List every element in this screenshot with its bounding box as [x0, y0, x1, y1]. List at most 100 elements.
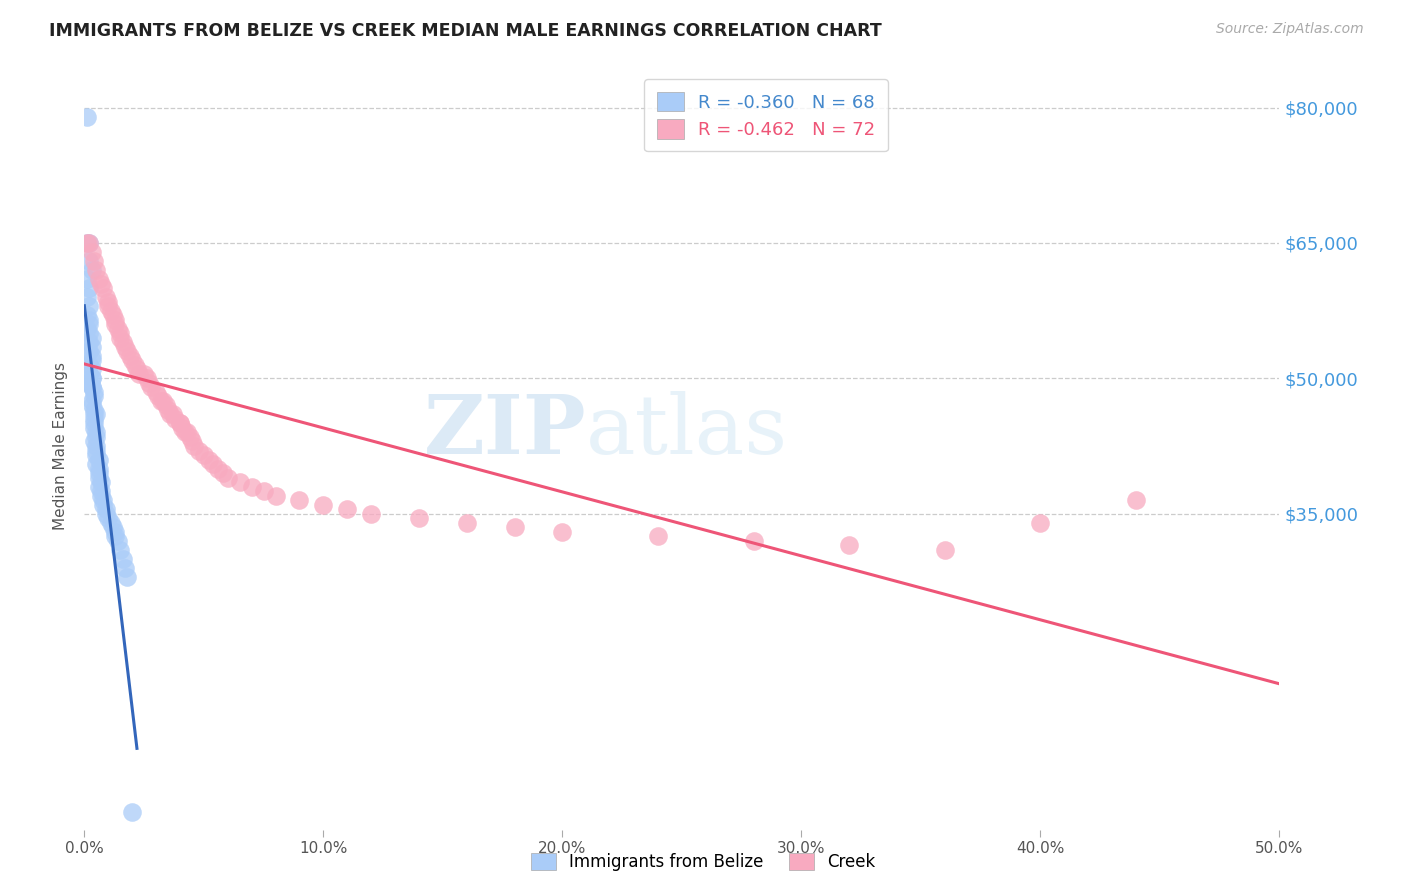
- Point: [86, 439, 108, 453]
- Point: [212, 466, 235, 480]
- Point: [360, 507, 382, 521]
- Point: [77, 235, 100, 250]
- Point: [100, 303, 122, 318]
- Point: [1029, 516, 1052, 530]
- Point: [110, 331, 132, 345]
- Point: [77, 344, 100, 359]
- Point: [145, 384, 167, 399]
- Point: [87, 470, 110, 484]
- Point: [93, 493, 115, 508]
- Text: Source: ZipAtlas.com: Source: ZipAtlas.com: [1216, 22, 1364, 37]
- Point: [97, 299, 120, 313]
- Point: [128, 367, 150, 381]
- Point: [934, 542, 956, 557]
- Point: [77, 317, 100, 331]
- Y-axis label: Median Male Earnings: Median Male Earnings: [53, 362, 69, 530]
- Point: [101, 520, 124, 534]
- Point: [93, 498, 115, 512]
- Point: [141, 380, 163, 394]
- Point: [80, 331, 103, 345]
- Point: [152, 393, 174, 408]
- Point: [188, 443, 211, 458]
- Point: [172, 421, 194, 435]
- Point: [162, 408, 184, 422]
- Point: [80, 340, 103, 354]
- Text: atlas: atlas: [586, 391, 789, 471]
- Point: [114, 340, 136, 354]
- Point: [86, 457, 108, 471]
- Point: [80, 371, 103, 385]
- Point: [80, 398, 103, 412]
- Point: [110, 542, 132, 557]
- Point: [107, 321, 129, 335]
- Point: [77, 235, 100, 250]
- Point: [83, 254, 105, 268]
- Point: [207, 461, 229, 475]
- Point: [173, 425, 195, 440]
- Point: [76, 308, 98, 322]
- Point: [97, 511, 120, 525]
- Point: [77, 312, 100, 326]
- Point: [336, 502, 359, 516]
- Point: [77, 335, 100, 350]
- Point: [87, 452, 110, 467]
- Point: [159, 408, 181, 422]
- Point: [148, 389, 170, 403]
- Point: [124, 358, 146, 372]
- Point: [838, 538, 860, 552]
- Point: [107, 533, 129, 548]
- Point: [132, 367, 156, 381]
- Point: [80, 362, 103, 376]
- Point: [193, 448, 215, 462]
- Point: [169, 417, 191, 431]
- Point: [90, 484, 112, 499]
- Point: [138, 376, 160, 390]
- Point: [76, 110, 98, 124]
- Point: [77, 281, 100, 295]
- Point: [83, 421, 105, 435]
- Point: [183, 439, 205, 453]
- Point: [157, 403, 180, 417]
- Legend: Immigrants from Belize, Creek: Immigrants from Belize, Creek: [523, 845, 883, 880]
- Point: [121, 805, 143, 819]
- Point: [77, 367, 100, 381]
- Point: [83, 434, 105, 449]
- Point: [197, 452, 219, 467]
- Point: [240, 480, 263, 494]
- Point: [90, 489, 112, 503]
- Point: [83, 417, 105, 431]
- Point: [114, 561, 136, 575]
- Point: [169, 417, 191, 431]
- Point: [202, 457, 225, 471]
- Point: [408, 511, 430, 525]
- Point: [77, 376, 100, 390]
- Point: [87, 466, 110, 480]
- Point: [217, 470, 239, 484]
- Point: [80, 353, 103, 368]
- Point: [110, 326, 132, 341]
- Point: [94, 502, 117, 516]
- Point: [100, 516, 122, 530]
- Text: ZIP: ZIP: [423, 391, 586, 471]
- Point: [101, 308, 124, 322]
- Point: [86, 408, 108, 422]
- Point: [176, 425, 198, 440]
- Point: [80, 380, 103, 394]
- Point: [80, 393, 103, 408]
- Point: [87, 480, 110, 494]
- Point: [93, 281, 115, 295]
- Point: [76, 272, 98, 286]
- Point: [104, 529, 127, 543]
- Point: [80, 371, 103, 385]
- Point: [149, 393, 172, 408]
- Point: [104, 312, 127, 326]
- Point: [76, 235, 98, 250]
- Point: [742, 533, 765, 548]
- Point: [181, 434, 204, 449]
- Point: [90, 277, 112, 291]
- Point: [165, 412, 187, 426]
- Point: [83, 389, 105, 403]
- Point: [77, 299, 100, 313]
- Point: [83, 384, 105, 399]
- Point: [77, 326, 100, 341]
